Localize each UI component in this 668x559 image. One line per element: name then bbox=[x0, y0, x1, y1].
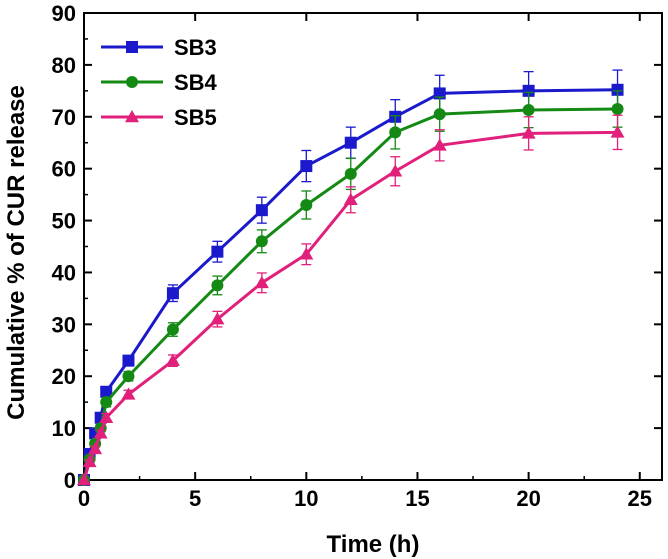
data-point bbox=[82, 454, 97, 468]
data-point bbox=[166, 323, 179, 336]
legend-label: SB5 bbox=[174, 105, 217, 130]
data-point bbox=[211, 279, 224, 292]
data-point bbox=[521, 126, 536, 139]
data-point bbox=[165, 353, 180, 366]
y-tick-label: 20 bbox=[52, 364, 76, 389]
legend-label: SB3 bbox=[174, 35, 217, 60]
data-point bbox=[211, 245, 224, 258]
data-point bbox=[522, 104, 535, 117]
data-point bbox=[254, 275, 269, 289]
y-tick-label: 60 bbox=[52, 157, 76, 182]
legend-item-sb4: SB4 bbox=[101, 70, 218, 95]
data-point bbox=[300, 160, 313, 173]
y-tick-label: 80 bbox=[52, 53, 76, 78]
data-point bbox=[432, 138, 447, 151]
y-tick-label: 0 bbox=[64, 468, 76, 493]
data-point bbox=[100, 385, 113, 398]
legend-item-sb5: SB5 bbox=[101, 105, 217, 130]
data-point bbox=[389, 126, 402, 139]
y-tick-label: 30 bbox=[52, 312, 76, 337]
data-point bbox=[210, 312, 225, 325]
data-point bbox=[77, 473, 91, 486]
data-point bbox=[611, 83, 624, 96]
legend: SB3 SB4 SB5 bbox=[101, 35, 218, 130]
y-tick-label: 40 bbox=[52, 260, 76, 285]
axes: 0 5 10 15 20 25 0 10 20 30 40 50 60 70 80 90 bbox=[52, 1, 663, 511]
data-point bbox=[299, 247, 314, 260]
x-tick-label: 5 bbox=[189, 486, 201, 511]
legend-marker bbox=[126, 41, 138, 53]
data-point bbox=[344, 136, 357, 149]
data-point bbox=[344, 167, 357, 180]
plot-frame bbox=[83, 12, 663, 481]
data-point bbox=[300, 198, 313, 211]
data-point bbox=[122, 354, 135, 367]
legend-item-sb3: SB3 bbox=[101, 35, 217, 60]
data-point bbox=[100, 396, 113, 409]
y-tick-label: 70 bbox=[52, 105, 76, 130]
data-point bbox=[433, 108, 446, 121]
data-point bbox=[610, 125, 625, 138]
legend-marker bbox=[125, 110, 139, 123]
x-axis-title: Time (h) bbox=[327, 531, 420, 558]
y-tick-label: 90 bbox=[52, 1, 76, 26]
data-point bbox=[99, 410, 114, 423]
y-tick-label: 50 bbox=[52, 209, 76, 234]
y-axis-title: Cumulative % of CUR release bbox=[3, 85, 30, 420]
legend-marker bbox=[126, 76, 138, 88]
x-tick-label: 20 bbox=[516, 486, 540, 511]
data-point bbox=[122, 370, 135, 383]
data-point bbox=[121, 387, 136, 400]
data-point bbox=[388, 164, 403, 177]
data-point bbox=[93, 426, 108, 439]
series-sb5 bbox=[77, 114, 625, 486]
x-tick-label: 15 bbox=[405, 486, 429, 511]
x-tick-label: 10 bbox=[294, 486, 318, 511]
data-point bbox=[255, 204, 268, 217]
data-point bbox=[611, 102, 624, 115]
x-tick-label: 0 bbox=[78, 486, 90, 511]
data-point bbox=[88, 441, 103, 455]
x-tick-label: 25 bbox=[628, 486, 652, 511]
legend-label: SB4 bbox=[174, 70, 218, 95]
data-point bbox=[166, 287, 179, 300]
data-point bbox=[522, 84, 535, 97]
series-group bbox=[77, 69, 625, 486]
data-point bbox=[343, 192, 358, 206]
data-point bbox=[255, 235, 268, 248]
y-tick-label: 10 bbox=[52, 416, 76, 441]
